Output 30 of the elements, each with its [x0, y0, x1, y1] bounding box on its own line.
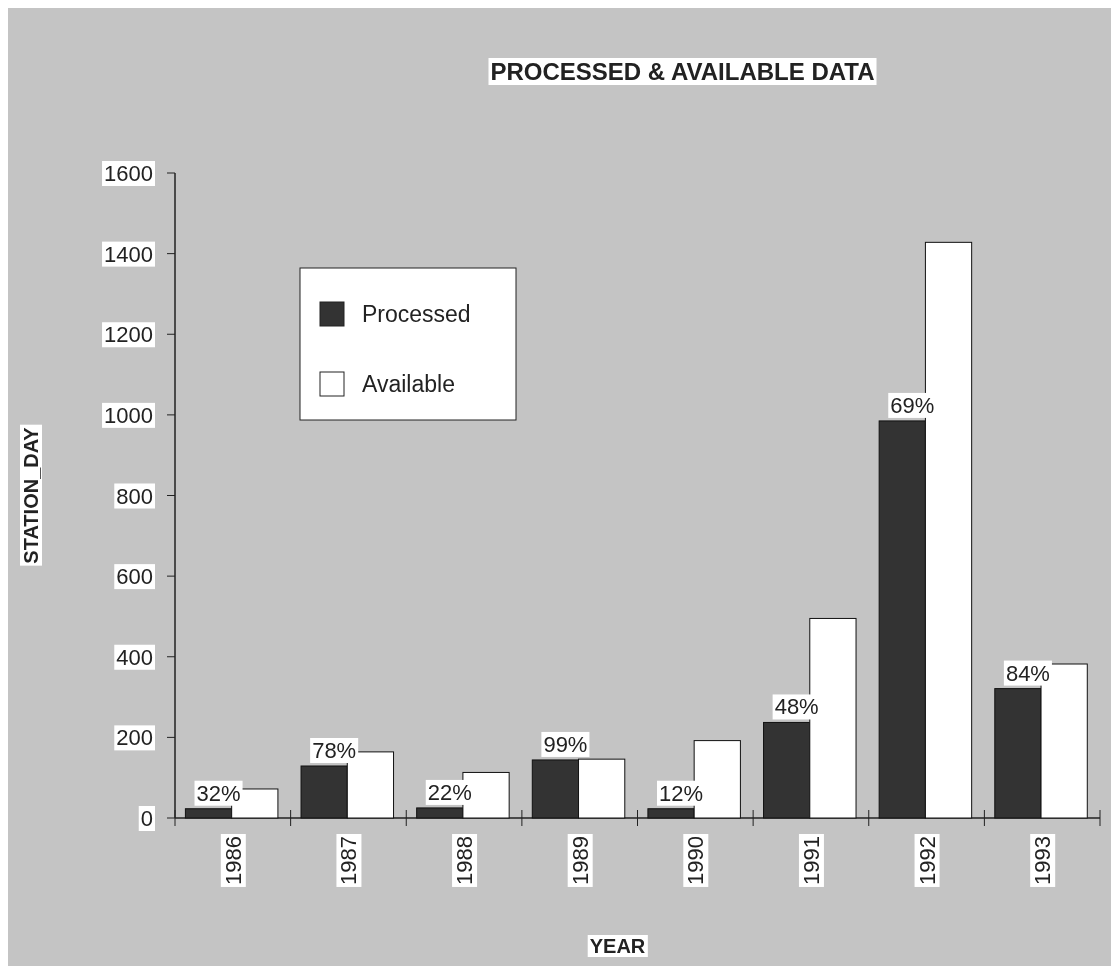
annotation: 22% — [427, 779, 472, 805]
y-tick-label: 200 — [116, 725, 153, 751]
annotation: 84% — [1005, 660, 1050, 686]
annotation: 78% — [312, 738, 357, 763]
y-tick-label: 1200 — [104, 322, 153, 348]
x-tick-label: 1988 — [452, 836, 478, 885]
x-tick-label: 1990 — [683, 836, 709, 885]
y-tick-label: 600 — [116, 564, 153, 590]
y-tick-label: 800 — [116, 483, 153, 509]
y-tick-label: 1000 — [104, 402, 153, 428]
legend-label: Processed — [362, 301, 471, 327]
x-tick-label: 1993 — [1030, 836, 1056, 885]
x-tick-label: 1992 — [914, 836, 940, 885]
x-axis-title: YEAR — [589, 935, 646, 957]
y-axis-title: STATION_DAY — [20, 426, 42, 564]
x-tick-label: 1991 — [798, 836, 824, 885]
annotation: 69% — [890, 392, 935, 418]
annotation: 99% — [543, 731, 588, 757]
x-tick-label: 1989 — [567, 836, 593, 885]
y-tick-label: 400 — [116, 644, 153, 670]
annotation: 32% — [196, 780, 241, 806]
y-tick-label: 1600 — [104, 161, 153, 186]
x-tick-label: 1987 — [336, 836, 362, 885]
y-tick-label: 0 — [140, 806, 153, 831]
y-tick-label: 1400 — [104, 241, 153, 267]
x-tick-label: 1986 — [220, 836, 246, 885]
annotation: 48% — [774, 694, 819, 720]
chart-title: PROCESSED & AVAILABLE DATA — [490, 58, 875, 85]
annotation: 12% — [659, 780, 704, 806]
legend-label: Available — [362, 371, 455, 397]
